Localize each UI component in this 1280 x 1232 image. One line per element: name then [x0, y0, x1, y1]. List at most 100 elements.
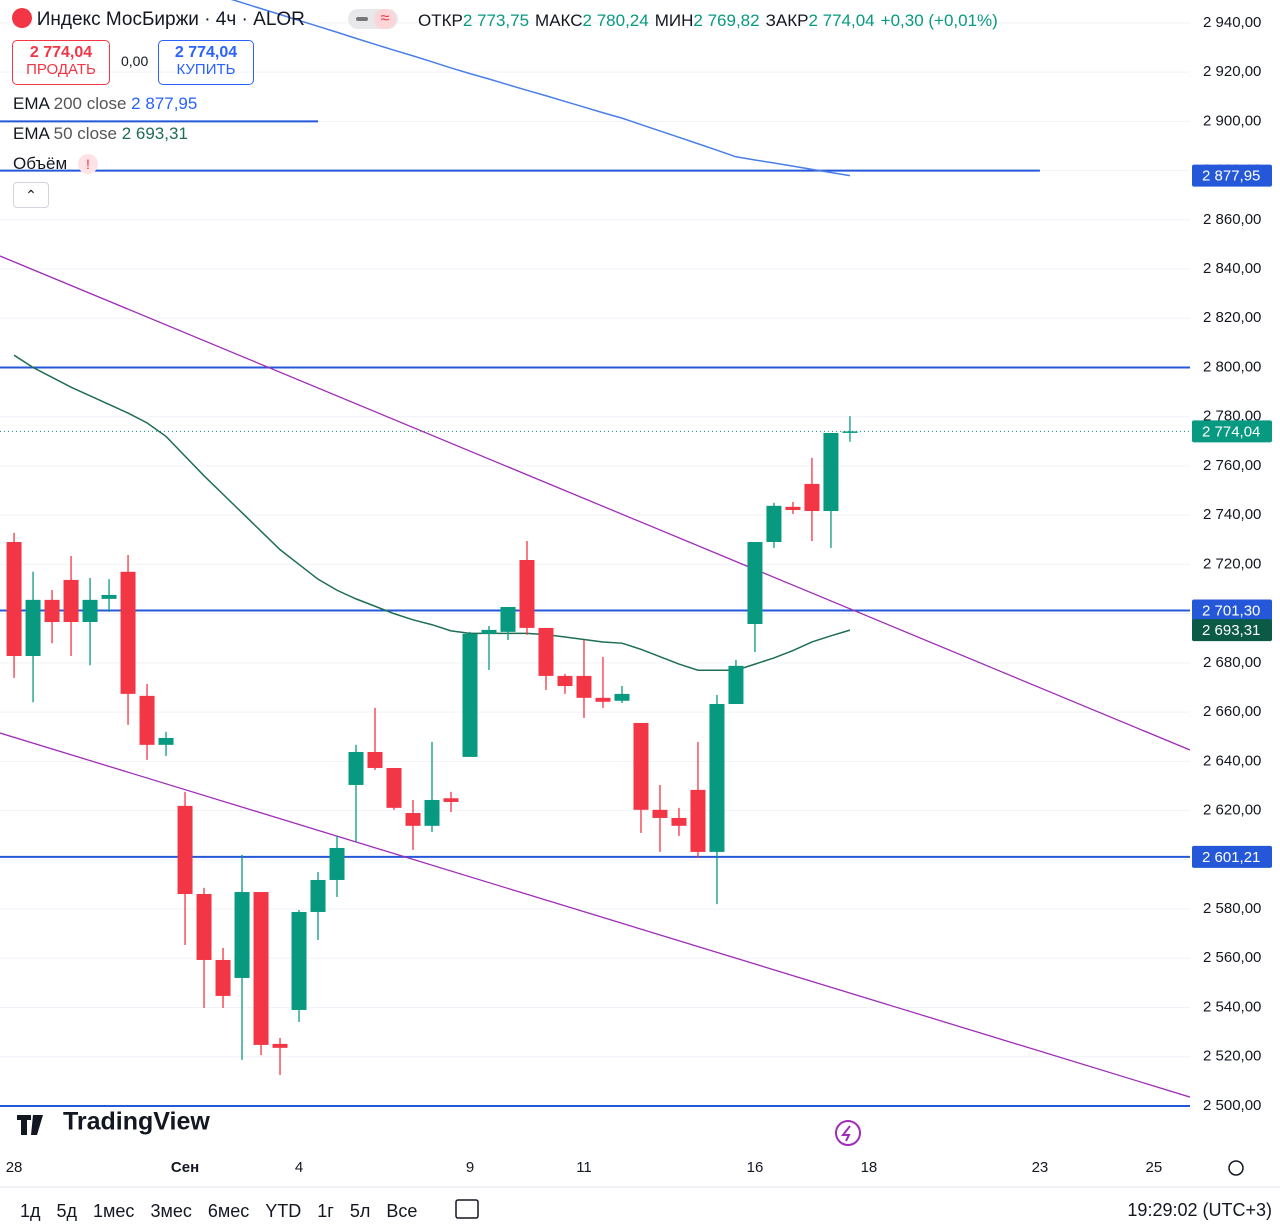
ohlc: ОТКР2 773,75 МАКС2 780,24 МИН2 769,82 ЗАКР2…: [418, 11, 998, 31]
candle-body: [310, 879, 326, 912]
status-pill[interactable]: ≈: [348, 9, 398, 29]
candle-body: [253, 892, 269, 1045]
y-tick-label: 2 520,00: [1203, 1048, 1261, 1065]
candle-body: [139, 695, 155, 745]
trend-line: [0, 732, 1190, 1098]
x-tick-label: 16: [747, 1159, 764, 1176]
title-row: Индекс МосБиржи · 4ч · ALOR: [12, 8, 305, 31]
price-tag: [1192, 599, 1272, 622]
lightning-icon[interactable]: [835, 1120, 861, 1146]
price-tag-label: 2 774,04: [1202, 423, 1260, 440]
ind-name: Объём: [13, 154, 68, 173]
candle-body: [842, 431, 858, 433]
candle-body: [120, 571, 136, 694]
x-tick-label: 23: [1032, 1159, 1049, 1176]
ind-badge[interactable]: !: [77, 154, 98, 174]
range-button[interactable]: YTD: [265, 1201, 302, 1221]
ohlc-label: ЗАКР: [765, 11, 809, 30]
x-tick-label: 25: [1146, 1159, 1163, 1176]
y-tick-label: 2 800,00: [1203, 358, 1261, 375]
change: +0,30 (+0,01%): [880, 11, 998, 30]
buy-price: 2 774,04: [174, 44, 238, 61]
range-buttons: 1д 5д 1мес 3мес 6мес YTD 1г 5л Все: [20, 1201, 433, 1222]
sell-price: 2 774,04: [29, 44, 93, 61]
clock: 19:29:02 (UTC+3): [1127, 1200, 1272, 1220]
ohlc-label: МАКС: [535, 11, 583, 30]
collapse-button[interactable]: ⌃: [13, 182, 49, 208]
y-tick-label: 2 720,00: [1203, 555, 1261, 572]
ind-name: EMA: [13, 94, 49, 113]
range-button[interactable]: 1д: [20, 1201, 41, 1221]
settings-icon[interactable]: [1228, 1160, 1244, 1176]
candle-body: [709, 703, 725, 852]
y-tick-label: 2 540,00: [1203, 998, 1261, 1015]
sell-label: ПРОДАТЬ: [26, 61, 96, 78]
range-button[interactable]: 6мес: [207, 1201, 250, 1221]
candle-body: [177, 805, 193, 895]
candle-body: [25, 599, 41, 656]
candle-body: [614, 693, 630, 701]
price-tag: [1192, 164, 1272, 187]
candle-body: [158, 737, 174, 745]
range-button[interactable]: 5д: [56, 1201, 78, 1221]
candle-body: [272, 1043, 288, 1048]
candle-body: [823, 432, 839, 512]
candle-body: [101, 594, 117, 599]
candle-body: [329, 847, 345, 880]
candle-body: [747, 542, 763, 624]
range-button[interactable]: 1мес: [93, 1201, 135, 1221]
y-tick-label: 2 640,00: [1203, 752, 1261, 769]
price-tag: [1192, 420, 1272, 443]
candle-body: [234, 892, 250, 978]
ind-value: 2 693,31: [121, 124, 188, 143]
candle-body: [557, 675, 573, 687]
candle-body: [348, 751, 364, 785]
x-tick-label: 9: [466, 1159, 474, 1176]
logo: TradingView: [63, 1108, 210, 1136]
y-tick-label: 2 920,00: [1203, 63, 1261, 80]
candle-body: [728, 665, 744, 704]
range-button[interactable]: Все: [386, 1201, 418, 1221]
ema-line: [13, 354, 851, 672]
x-tick-label: 11: [576, 1159, 592, 1176]
lightning: [840, 1125, 851, 1142]
range-button[interactable]: 3мес: [150, 1201, 192, 1221]
y-tick-label: 2 840,00: [1203, 260, 1261, 277]
candle-body: [576, 675, 592, 698]
candle-body: [291, 911, 307, 1010]
price-axis: 2 940,002 920,002 900,002 880,002 860,00…: [1192, 14, 1272, 1114]
candle-body: [595, 697, 611, 702]
symbol-icon: [12, 8, 32, 28]
candle-body: [367, 751, 383, 768]
sell-button[interactable]: 2 774,04 ПРОДАТЬ: [12, 40, 110, 85]
candle-body: [538, 627, 554, 676]
candle-body: [633, 722, 649, 810]
candle-body: [215, 959, 231, 996]
range-button[interactable]: 1г: [317, 1201, 334, 1221]
spread: 0,00: [121, 53, 149, 69]
candle-body: [462, 633, 478, 757]
candle-body: [424, 799, 440, 826]
symbol-title: Индекс МосБиржи · 4ч · ALOR: [36, 9, 305, 30]
compare-icon[interactable]: [455, 1199, 479, 1219]
price-tag-label: 2 601,21: [1202, 849, 1260, 866]
ohlc-value: 2 774,04: [808, 11, 875, 30]
candle-body: [671, 817, 687, 826]
price-tag: [1192, 845, 1272, 868]
y-tick-label: 2 660,00: [1203, 703, 1261, 720]
buy-label: КУПИТЬ: [176, 61, 236, 78]
price-tag-label: 2 693,31: [1202, 622, 1260, 639]
ind-value: 2 877,95: [131, 94, 198, 113]
y-tick-label: 2 680,00: [1203, 654, 1261, 671]
candle-body: [519, 559, 535, 628]
ohlc-label: ОТКР: [418, 11, 463, 30]
indicator-ema200: EMA 200 close 2 877,95: [13, 94, 197, 114]
ind-source: close: [86, 94, 127, 113]
y-tick-label: 2 500,00: [1203, 1097, 1261, 1114]
buy-button[interactable]: 2 774,04 КУПИТЬ: [158, 40, 254, 85]
y-tick-label: 2 860,00: [1203, 211, 1261, 228]
x-tick-label: Сен: [171, 1159, 199, 1176]
ind-name: EMA: [13, 124, 49, 143]
range-button[interactable]: 5л: [349, 1201, 371, 1221]
candle-body: [500, 606, 516, 632]
